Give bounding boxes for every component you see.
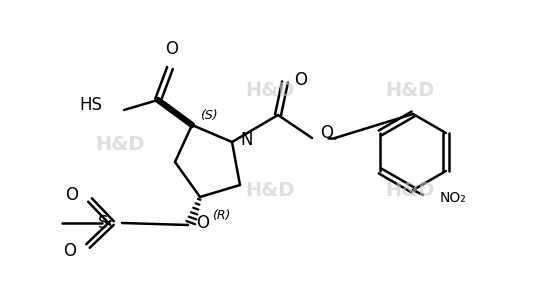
Text: NO₂: NO₂ [440,191,467,205]
Text: S: S [97,214,108,232]
Text: H&D: H&D [385,181,435,200]
Text: O: O [63,242,76,260]
Text: O: O [65,186,78,204]
Text: O: O [294,71,307,89]
Text: H&D: H&D [385,80,435,100]
Text: H&D: H&D [95,136,145,154]
Text: HS: HS [79,96,102,114]
Text: O: O [196,214,209,232]
Text: (R): (R) [212,208,230,221]
Text: N: N [240,131,252,149]
Text: O: O [166,40,179,58]
Text: O: O [320,124,333,142]
Text: H&D: H&D [245,181,295,200]
Text: (S): (S) [200,109,218,122]
Text: H&D: H&D [245,80,295,100]
